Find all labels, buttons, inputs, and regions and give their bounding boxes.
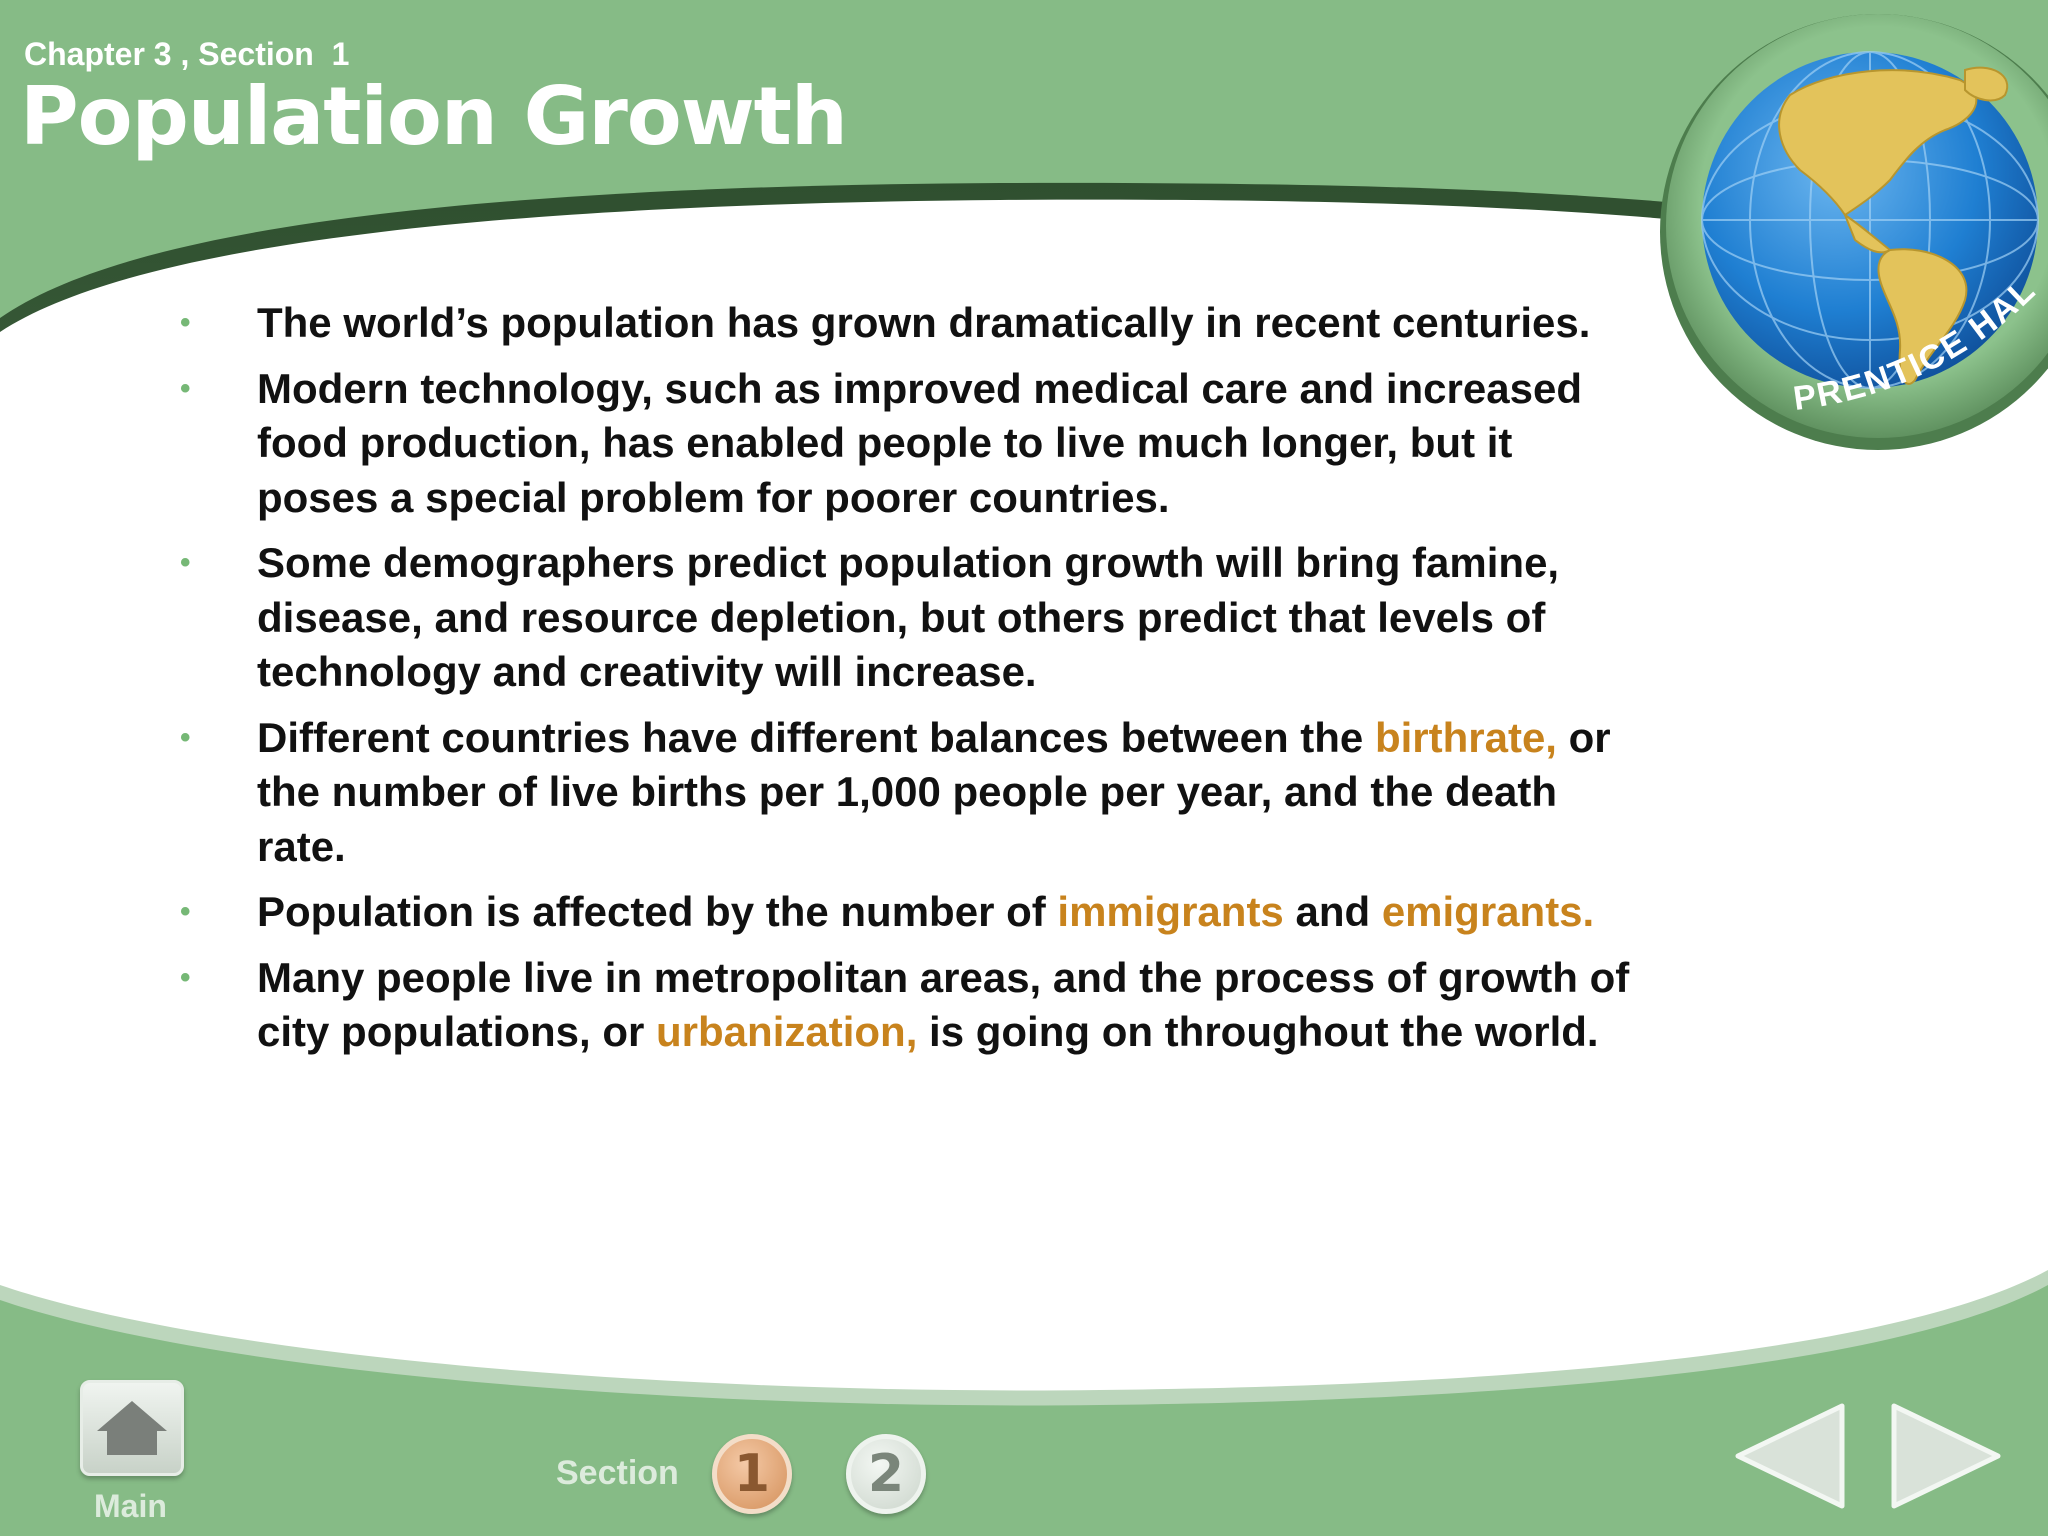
- bullet-item: • Some demographers predict population gr…: [180, 536, 1640, 700]
- bullet-text: Population is affected by the number of: [257, 888, 1058, 935]
- globe-icon: [1701, 51, 2039, 389]
- key-term: urbanization,: [656, 1008, 918, 1055]
- bullet-dot-icon: •: [180, 895, 191, 928]
- bullet-item: • Modern technology, such as improved med…: [180, 362, 1640, 526]
- triangle-left-icon: [1735, 1403, 1845, 1509]
- bullet-text: Some demographers predict population gro…: [257, 539, 1560, 695]
- bullet-item: • The world’s population has grown dramat…: [180, 296, 1640, 351]
- key-term: birthrate,: [1374, 713, 1557, 761]
- bullet-text: Many people live in metropolitan areas, …: [257, 953, 1630, 1056]
- bullet-dot-icon: •: [180, 960, 191, 994]
- key-term: immigrants: [1057, 888, 1284, 935]
- bullet-item: • Different countries have different bala…: [180, 711, 1640, 875]
- key-term: emigrants.: [1381, 888, 1595, 935]
- bullet-text: Different countries have different balan…: [257, 713, 1375, 761]
- bullet-dot-icon: •: [180, 720, 191, 754]
- next-slide-button[interactable]: [1888, 1400, 2006, 1512]
- bullet-dot-icon: •: [180, 371, 191, 405]
- previous-slide-button[interactable]: [1730, 1400, 1848, 1512]
- section-2-button[interactable]: 2: [846, 1434, 926, 1514]
- bullet-dot-icon: •: [180, 306, 191, 339]
- bullet-text: is going on throughout the world.: [917, 1008, 1599, 1055]
- bullet-item: • Population is affected by the number of…: [180, 885, 1640, 940]
- page-title: Population Growth: [20, 70, 848, 163]
- bullet-text: The world’s population has grown dramati…: [257, 299, 1591, 346]
- main-label: Main: [94, 1488, 167, 1524]
- bullet-text: Modern technology, such as improved medi…: [257, 364, 1582, 521]
- main-home-button[interactable]: [80, 1380, 184, 1476]
- home-icon: [97, 1401, 167, 1455]
- triangle-right-icon: [1891, 1403, 2001, 1509]
- bullet-item: • Many people live in metropolitan areas,…: [180, 951, 1640, 1060]
- section-1-button[interactable]: 1: [712, 1434, 792, 1514]
- bullet-text: or the number of live births per 1,000 p…: [257, 713, 1611, 870]
- bullet-list: • The world’s population has grown dramat…: [180, 296, 1640, 1071]
- bullet-dot-icon: •: [180, 546, 191, 579]
- chapter-section-label: Chapter 3 , Section 1: [24, 36, 350, 72]
- section-label: Section: [556, 1454, 679, 1492]
- bullet-text: and: [1283, 888, 1382, 935]
